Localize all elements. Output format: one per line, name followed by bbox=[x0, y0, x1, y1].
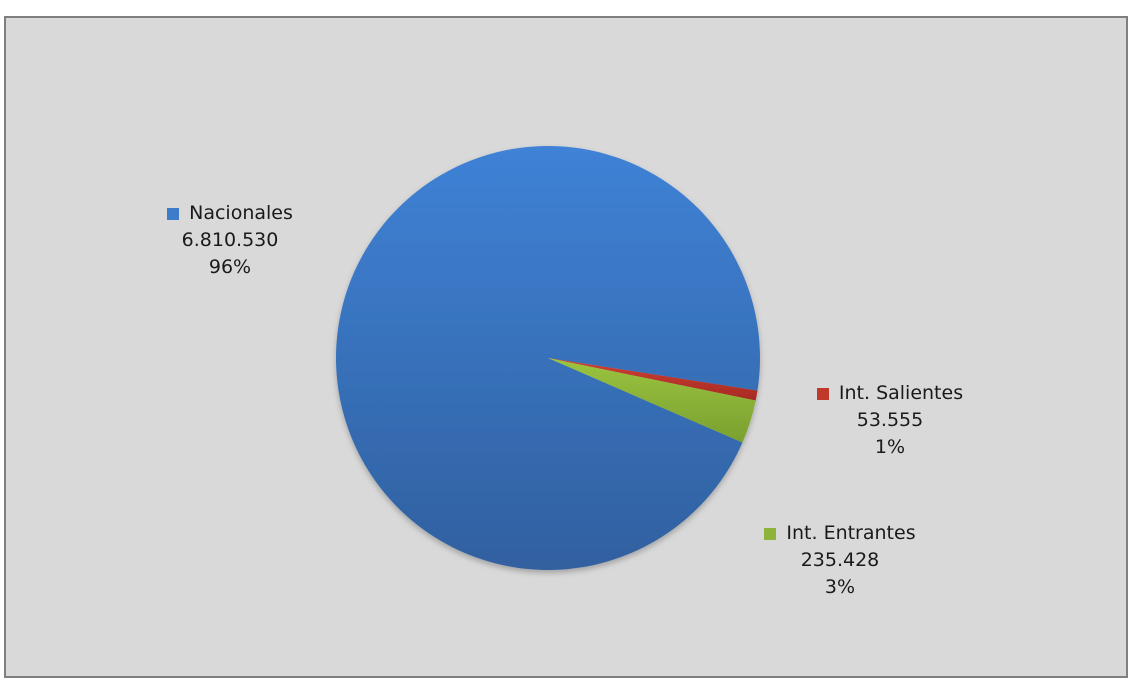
legend-swatch-nacionales bbox=[167, 207, 180, 220]
slice-label-int-salientes: Int. Salientes 53.555 1% bbox=[795, 380, 985, 461]
slice-name-int-entrantes: Int. Entrantes bbox=[786, 522, 916, 544]
slice-value-nacionales: 6.810.530 bbox=[181, 229, 279, 251]
slice-percent-nacionales: 96% bbox=[208, 256, 252, 278]
slice-name-int-salientes: Int. Salientes bbox=[838, 382, 964, 404]
slice-percent-int-entrantes: 3% bbox=[824, 576, 856, 598]
legend-swatch-int-entrantes bbox=[764, 527, 777, 540]
slice-value-int-salientes: 53.555 bbox=[856, 409, 924, 431]
pie-slice-int-salientes bbox=[548, 358, 758, 401]
pie-slice-int-entrantes bbox=[548, 358, 756, 443]
slice-value-int-entrantes: 235.428 bbox=[800, 549, 880, 571]
slice-label-int-entrantes: Int. Entrantes 235.428 3% bbox=[745, 520, 935, 601]
top-strip bbox=[0, 0, 1136, 14]
pie-slice-nacionales bbox=[336, 145, 761, 570]
slice-label-nacionales: Nacionales 6.810.530 96% bbox=[150, 200, 310, 281]
legend-swatch-int-salientes bbox=[816, 387, 829, 400]
slice-name-nacionales: Nacionales bbox=[189, 202, 293, 224]
slice-percent-int-salientes: 1% bbox=[874, 436, 906, 458]
